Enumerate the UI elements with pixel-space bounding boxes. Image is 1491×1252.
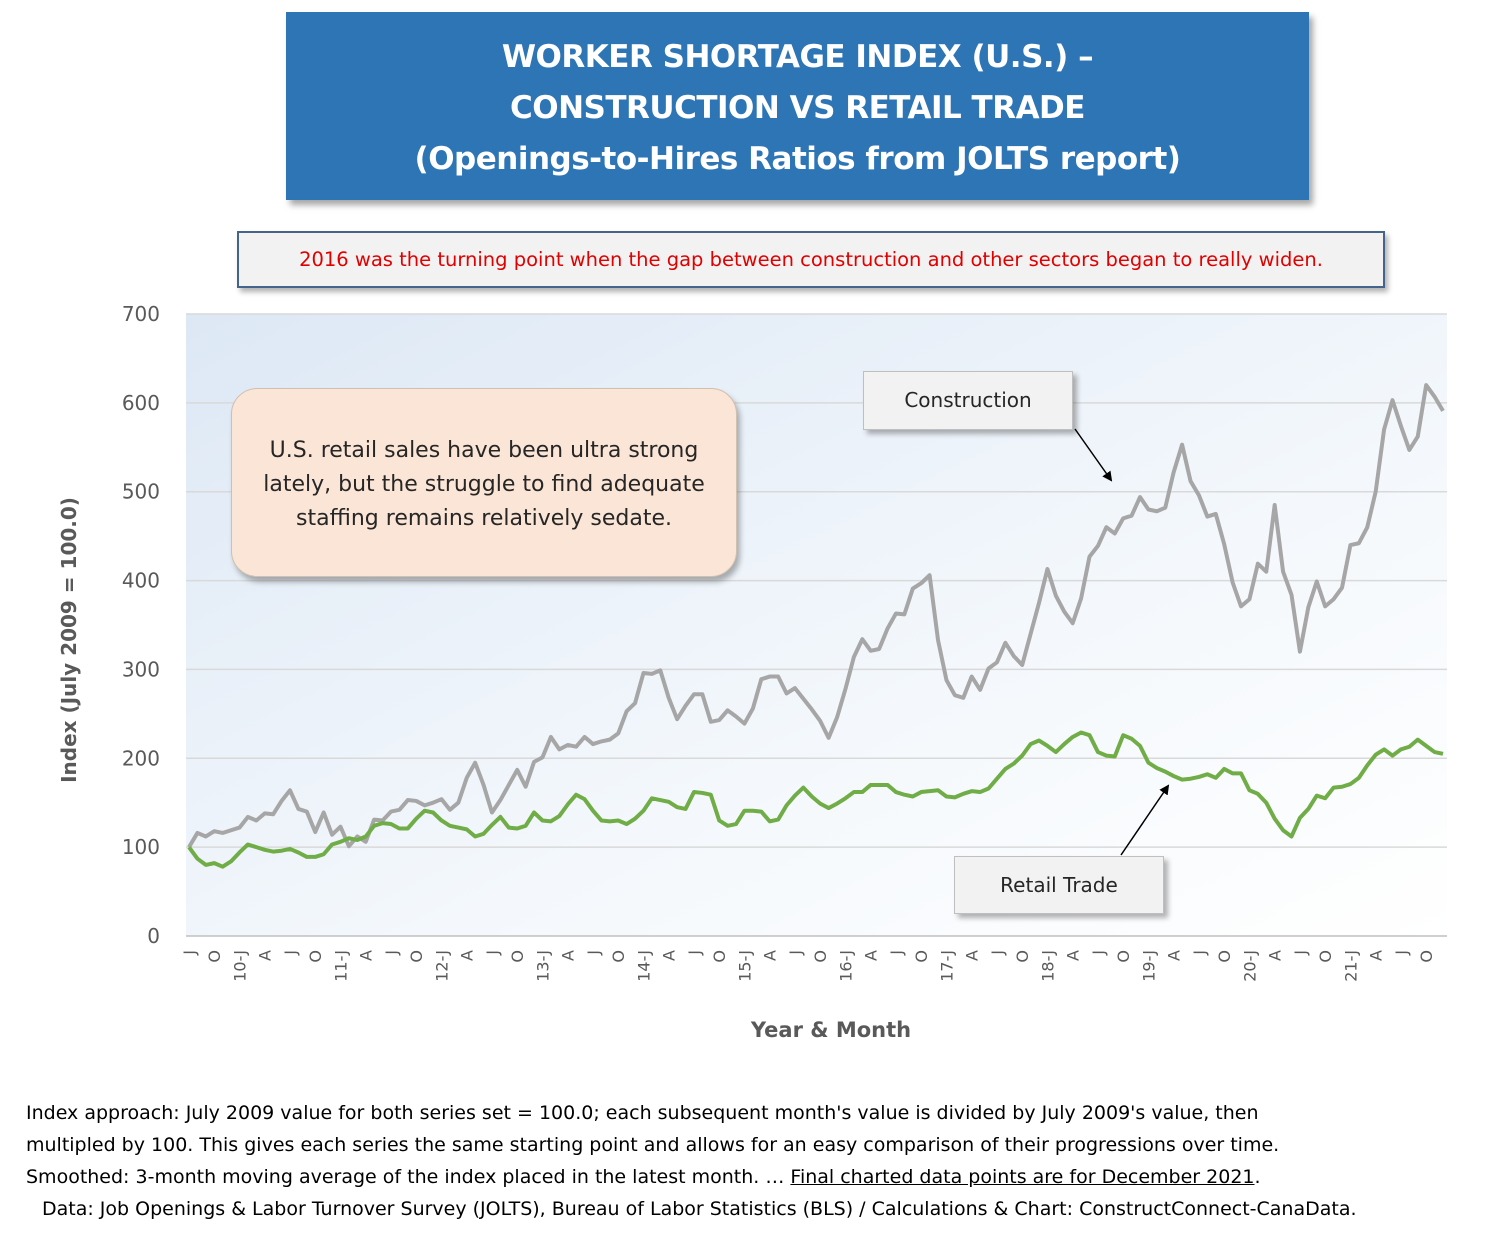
x-tick-label: O (1215, 950, 1234, 963)
y-tick-label: 700 (122, 302, 160, 326)
x-tick-label: O (1316, 950, 1335, 963)
footnote-line-2: multipled by 100. This gives each series… (26, 1134, 1280, 1156)
retail-series-label: Retail Trade (954, 856, 1164, 914)
x-tick-label: 13-J (533, 950, 552, 982)
y-axis-ticks: 0 100 200 300 400 500 600 700 (122, 302, 160, 948)
construction-series-label: Construction (863, 371, 1073, 430)
x-tick-label: A (1266, 950, 1285, 961)
x-axis-ticks: J O 10-J A J O 11-J A J O 12-J A J O 13-J A J O 14-J A J O 15-… (180, 950, 1436, 982)
data-source: Data: Job Openings & Labor Turnover Surv… (42, 1198, 1357, 1220)
x-tick-label: 19-J (1139, 950, 1158, 982)
x-tick-label: A (559, 950, 578, 961)
x-tick-label: J (786, 950, 805, 956)
x-tick-label: J (1291, 950, 1310, 956)
x-tick-label: O (1417, 950, 1436, 963)
x-tick-label: O (710, 950, 729, 963)
x-tick-label: J (382, 950, 401, 956)
x-tick-label: O (508, 950, 527, 963)
x-tick-label: A (963, 950, 982, 961)
construction-arrow (1074, 428, 1113, 482)
x-tick-label: A (256, 950, 275, 961)
x-tick-label: A (1165, 950, 1184, 961)
x-tick-label: 11-J (331, 950, 350, 982)
series-line-construction (187, 383, 1445, 849)
x-tick-label: J (483, 950, 502, 956)
y-tick-label: 100 (122, 835, 160, 859)
x-tick-label: J (685, 950, 704, 956)
final-data-note: Final charted data points are for Decemb… (790, 1166, 1255, 1188)
x-tick-label: O (205, 950, 224, 963)
x-tick-label: A (761, 950, 780, 961)
footnote-line-3: Smoothed: 3-month moving average of the … (26, 1161, 1466, 1193)
y-tick-label: 300 (122, 657, 160, 681)
x-tick-label: 15-J (735, 950, 754, 982)
y-tick-label: 200 (122, 746, 160, 770)
chart-title-banner: WORKER SHORTAGE INDEX (U.S.) – CONSTRUCT… (286, 12, 1309, 200)
x-tick-label: A (1367, 950, 1386, 961)
x-tick-label: A (660, 950, 679, 961)
smoothing-note: Smoothed: 3-month moving average of the … (26, 1166, 791, 1188)
x-tick-label: A (357, 950, 376, 961)
x-tick-label: 14-J (634, 950, 653, 982)
x-tick-label: 16-J (836, 950, 855, 982)
y-axis-label: Index (July 2009 = 100.0) (57, 497, 81, 783)
x-tick-label: J (1089, 950, 1108, 956)
x-tick-label: A (1064, 950, 1083, 961)
x-tick-label: J (180, 950, 199, 956)
x-tick-label: 21-J (1341, 950, 1360, 982)
x-tick-label: A (862, 950, 881, 961)
y-tick-label: 0 (147, 924, 160, 948)
x-tick-label: O (609, 950, 628, 963)
footnote: Index approach: July 2009 value for both… (26, 1097, 1466, 1225)
y-tick-label: 500 (122, 480, 160, 504)
x-tick-label: J (281, 950, 300, 956)
footnote-line-1: Index approach: July 2009 value for both… (26, 1102, 1259, 1124)
x-tick-label: O (1013, 950, 1032, 963)
x-tick-label: J (584, 950, 603, 956)
y-tick-label: 400 (122, 569, 160, 593)
series-line-retail-trade (187, 730, 1444, 869)
y-tick-label: 600 (122, 391, 160, 415)
retail-arrow (1120, 784, 1170, 856)
x-tick-label: O (811, 950, 830, 963)
title-line-2: CONSTRUCTION VS RETAIL TRADE (510, 90, 1085, 126)
x-tick-label: O (912, 950, 931, 963)
title-line-1: WORKER SHORTAGE INDEX (U.S.) – (501, 39, 1094, 75)
x-tick-label: A (458, 950, 477, 961)
title-line-3: (Openings-to-Hires Ratios from JOLTS rep… (414, 141, 1181, 177)
x-tick-label: 17-J (937, 950, 956, 982)
x-tick-label: 20-J (1240, 950, 1259, 982)
x-tick-label: 10-J (230, 950, 249, 982)
retail-sales-callout: U.S. retail sales have been ultra strong… (231, 388, 737, 577)
x-tick-label: O (407, 950, 426, 963)
x-tick-label: 18-J (1038, 950, 1057, 982)
footnote-period: . (1254, 1166, 1261, 1188)
x-tick-label: J (887, 950, 906, 956)
x-tick-label: J (988, 950, 1007, 956)
x-tick-label: O (1114, 950, 1133, 963)
x-axis-label: Year & Month (750, 1018, 911, 1042)
x-tick-label: J (1392, 950, 1411, 956)
turning-point-note: 2016 was the turning point when the gap … (237, 231, 1385, 288)
x-tick-label: J (1190, 950, 1209, 956)
x-tick-label: 12-J (432, 950, 451, 982)
x-tick-label: O (306, 950, 325, 963)
